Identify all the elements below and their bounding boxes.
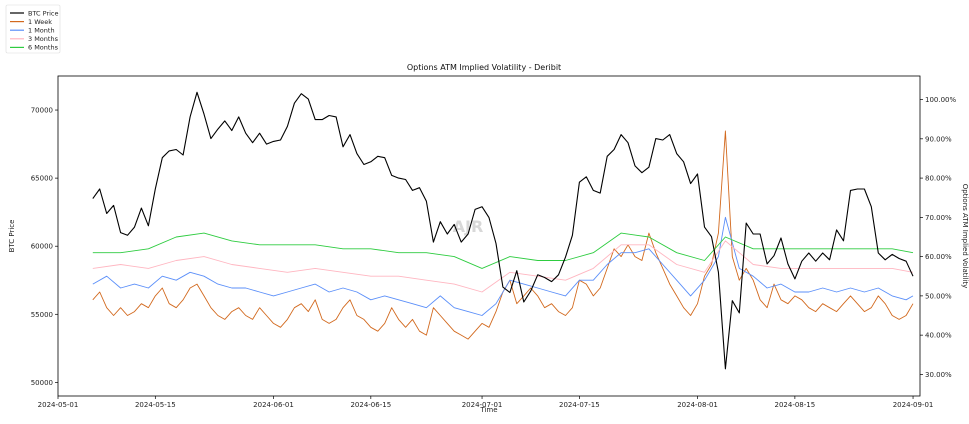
y-left-tick-label: 60000 [31,243,53,251]
series-line-3-months [92,240,914,293]
x-tick-label: 2024-07-01 [462,401,503,409]
x-tick-label: 2024-08-01 [677,401,718,409]
y-left-tick-label: 70000 [31,107,53,115]
y-right-tick-label: 90.00% [925,135,952,143]
x-tick-label: 2024-05-01 [38,401,79,409]
x-tick-label: 2024-05-15 [135,401,176,409]
series-line-btc-price [92,91,914,370]
y-left-tick-label: 50000 [31,379,53,387]
legend-label-btc-price: BTC Price [28,9,59,17]
y-right-tick-label: 70.00% [925,214,952,222]
series-layer [92,91,914,370]
legend-box [5,4,61,54]
y-right-tick-label: 100.00% [925,96,956,104]
chart-title: Options ATM Implied Volatility - Deribit [407,63,561,72]
series-line-6-months [92,232,914,269]
y-right-tick-label: 80.00% [925,175,952,183]
y-left-tick-label: 65000 [31,175,53,183]
y-right-tick-label: 30.00% [925,371,952,379]
x-tick-label: 2024-08-15 [775,401,816,409]
y-right-tick-label: 60.00% [925,253,952,261]
y-right-tick-label: 50.00% [925,292,952,300]
y-left-tick-label: 55000 [31,311,53,319]
y-axis-right: 30.00% 40.00% 50.00% 60.00% 70.00% 80.00% 90.0… [920,96,956,379]
y-axis-left: 50000 55000 60000 65000 70000 [31,107,58,387]
legend-label-3-months: 3 Months [28,35,59,43]
x-tick-label: 2024-09-01 [893,401,934,409]
legend-label-1-month: 1 Month [28,27,55,35]
x-tick-label: 2024-06-01 [253,401,294,409]
x-axis-label: Time [479,406,497,414]
watermark-text: AJR [453,217,484,236]
plot-area-frame [57,75,921,397]
x-tick-label: 2024-07-15 [559,401,600,409]
y-axis-right-label: Options ATM Implied Volatility [961,184,969,288]
y-axis-left-label: BTC Price [8,220,16,253]
x-axis: 2024-05-01 2024-05-15 2024-06-01 2024-06-15… [38,396,934,409]
series-line-1-month [92,216,914,316]
legend-label-1-week: 1 Week [28,18,52,26]
x-tick-label: 2024-06-15 [350,401,391,409]
series-line-1-week [92,130,914,340]
y-right-tick-label: 40.00% [925,332,952,340]
legend-label-6-months: 6 Months [28,44,59,52]
